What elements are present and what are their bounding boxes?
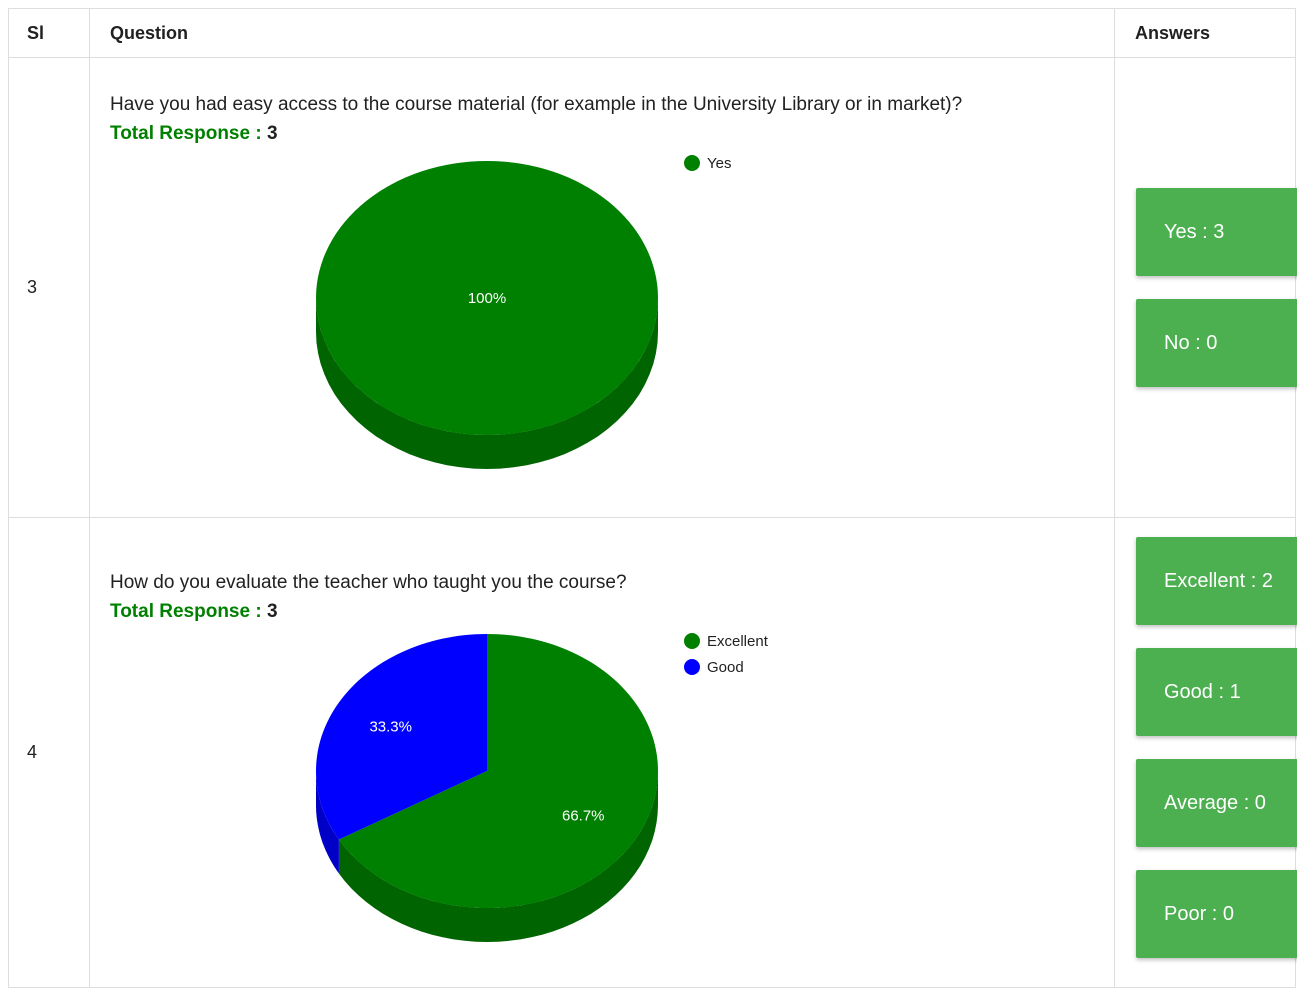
answer-excellent[interactable]: Excellent : 2 [1136,537,1297,625]
total-response-value: 3 [266,601,278,622]
header-question: Question [89,8,1115,58]
answer-yes[interactable]: Yes : 3 [1136,188,1297,276]
pie-chart: 66.7% 33.3% [316,634,658,942]
legend-swatch [684,155,700,171]
table-row: 3 Have you had easy access to the course… [8,57,1297,518]
legend-label: Good [707,658,744,676]
question-text: Have you had easy access to the course m… [110,94,963,115]
row-sl: 4 [8,517,90,988]
answer-average[interactable]: Average : 0 [1136,759,1297,847]
pie-side-yes [316,298,658,469]
table-row: 4 How do you evaluate the teacher who ta… [8,517,1297,988]
legend-item-good: Good [684,654,768,680]
pie-chart-area: Yes 100% [110,148,1110,488]
total-response-label: Total Response : [110,601,262,622]
pie-label-good: 33.3% [369,718,412,735]
answer-no[interactable]: No : 0 [1136,299,1297,387]
header-sl: Sl [8,8,90,58]
chart-legend: Yes [684,150,731,176]
total-response: Total Response : 3 [110,119,1114,148]
pie-chart-area: Excellent Good 66.7% 33.3% [110,626,1110,966]
answers-cell: Excellent : 2 Good : 1 Average : 0 Poor … [1114,517,1297,988]
question-cell: How do you evaluate the teacher who taug… [89,517,1115,988]
answers-cell: Yes : 3 No : 0 [1114,57,1297,518]
legend-item-yes: Yes [684,150,731,176]
pie-label-excellent: 66.7% [562,808,605,825]
header-answers: Answers [1114,8,1296,58]
pie-slice-yes [316,161,658,435]
pie-side-excellent [338,771,658,942]
pie-side-good [316,771,339,874]
answers-list: Yes : 3 No : 0 [1136,188,1297,387]
chart-legend: Excellent Good [684,628,768,680]
pie-slice-excellent [338,634,658,908]
answers-list: Excellent : 2 Good : 1 Average : 0 Poor … [1136,537,1297,958]
survey-results-table: Sl Question Answers 3 Have you had easy … [8,8,1297,988]
question-cell: Have you had easy access to the course m… [89,57,1115,518]
legend-swatch [684,633,700,649]
legend-label: Yes [707,154,732,172]
total-response: Total Response : 3 [110,597,1114,626]
pie-chart: 100% [316,161,658,469]
pie-label-yes: 100% [468,290,506,307]
answer-good[interactable]: Good : 1 [1136,648,1297,736]
question-text: How do you evaluate the teacher who taug… [110,572,627,593]
legend-label: Excellent [707,632,768,650]
pie-slice-good [316,634,487,840]
table-header-row: Sl Question Answers [8,8,1296,58]
answer-poor[interactable]: Poor : 0 [1136,870,1297,958]
legend-swatch [684,659,700,675]
total-response-label: Total Response : [110,123,262,144]
total-response-value: 3 [266,123,278,144]
row-sl: 3 [8,57,90,518]
legend-item-excellent: Excellent [684,628,768,654]
